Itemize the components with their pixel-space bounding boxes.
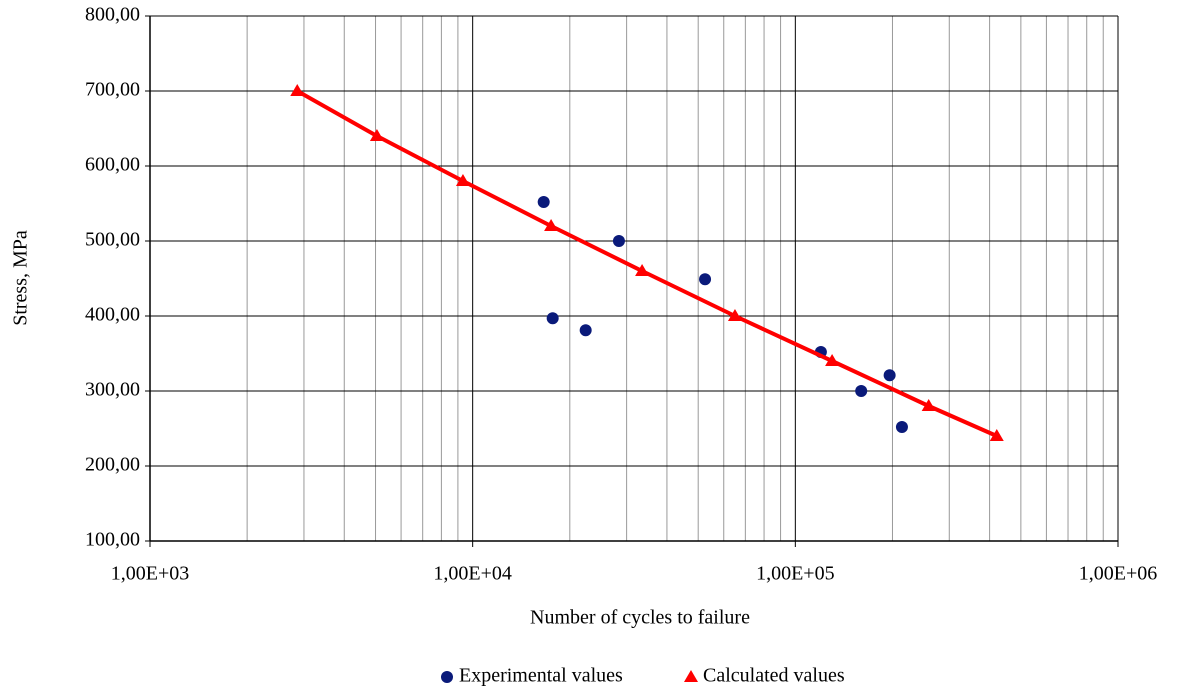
- triangle-marker: [921, 399, 936, 411]
- x-tick-label: 1,00E+04: [433, 563, 512, 585]
- circle-marker: [612, 235, 625, 247]
- circle-marker: [579, 324, 592, 337]
- x-axis-title: Number of cycles to failure: [530, 607, 750, 629]
- trend-line: [296, 89, 998, 438]
- circle-marker: [699, 273, 712, 286]
- x-tick-label: 1,00E+06: [1079, 563, 1158, 585]
- legend-label: Experimental values: [459, 665, 623, 687]
- triangle-marker: [544, 219, 559, 231]
- y-tick-label: 500,00: [85, 229, 140, 251]
- y-tick-label: 200,00: [85, 454, 140, 476]
- legend-label: Calculated values: [703, 665, 845, 687]
- triangle-marker: [455, 174, 470, 186]
- y-tick-label: 600,00: [85, 154, 140, 176]
- circle-marker: [895, 421, 908, 433]
- x-tick-label: 1,00E+05: [756, 563, 835, 585]
- y-tick-label: 300,00: [85, 379, 140, 401]
- triangle-marker: [369, 129, 384, 141]
- triangle-marker: [684, 670, 698, 682]
- circle-marker: [546, 312, 559, 325]
- y-tick-label: 700,00: [85, 79, 140, 101]
- y-axis-title: Stress, MPa: [10, 230, 32, 326]
- circle-marker: [537, 196, 550, 208]
- circle-marker: [883, 369, 896, 382]
- triangle-marker: [825, 354, 840, 366]
- triangle-marker: [290, 84, 305, 96]
- y-tick-label: 400,00: [85, 304, 140, 326]
- y-tick-label: 100,00: [85, 529, 140, 551]
- circle-marker: [855, 385, 868, 397]
- triangle-marker: [989, 429, 1004, 441]
- y-tick-label: 800,00: [85, 4, 140, 26]
- triangle-marker: [635, 264, 650, 276]
- triangle-marker: [727, 309, 742, 321]
- circle-marker: [441, 671, 453, 683]
- x-tick-label: 1,00E+03: [111, 563, 190, 585]
